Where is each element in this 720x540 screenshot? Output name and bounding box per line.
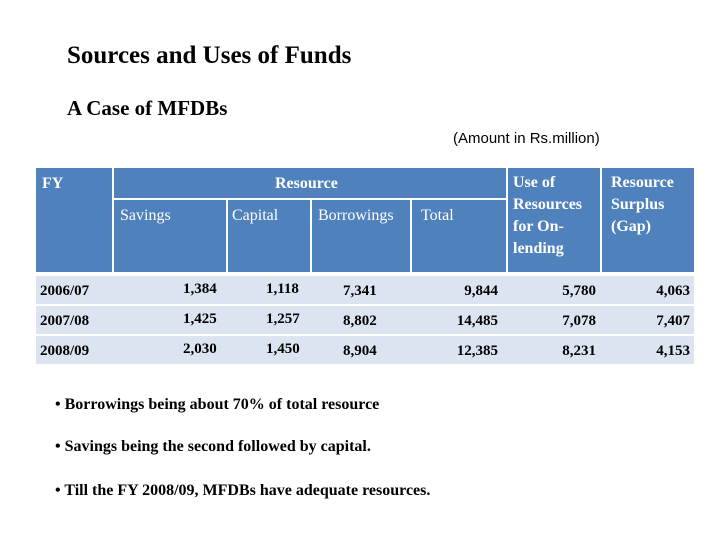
header-total: Total — [421, 207, 454, 224]
header-surplus-line: Surplus — [611, 196, 665, 213]
cell-fy: 2006/07 — [40, 283, 90, 299]
header-divider — [310, 198, 312, 272]
cell-use: 5,780 — [562, 283, 596, 299]
cell-savings: 2,030 — [183, 341, 217, 357]
header-divider — [600, 168, 602, 272]
bullet-text: Borrowings being about 70% of total reso… — [64, 396, 380, 413]
header-surplus-line: (Gap) — [611, 218, 651, 235]
header-use-line: Resources — [513, 196, 583, 213]
header-use-line: Use of — [513, 174, 556, 191]
header-use-cell — [506, 168, 600, 272]
cell-use: 7,078 — [562, 313, 596, 329]
cell-surplus: 7,407 — [656, 313, 690, 329]
cell-capital: 1,450 — [266, 341, 300, 357]
cell-capital: 1,257 — [266, 311, 300, 327]
unit-note: (Amount in Rs.million) — [453, 130, 600, 147]
cell-surplus: 4,063 — [656, 283, 690, 299]
cell-borrowings: 7,341 — [343, 283, 377, 299]
bullet-item: • Savings being the second followed by c… — [55, 438, 371, 456]
cell-fy: 2008/09 — [40, 343, 90, 359]
table-row — [36, 306, 694, 334]
bullet-text: Savings being the second followed by cap… — [64, 438, 371, 455]
header-use-line: for On- — [513, 218, 564, 235]
header-divider — [112, 168, 114, 272]
header-fy-cell — [36, 168, 112, 272]
bullet-item: • Till the FY 2008/09, MFDBs have adequa… — [55, 482, 430, 500]
page-subtitle: A Case of MFDBs — [67, 96, 228, 120]
page-title: Sources and Uses of Funds — [67, 42, 352, 69]
header-divider — [506, 168, 508, 272]
header-divider — [410, 198, 412, 272]
cell-savings: 1,425 — [183, 311, 217, 327]
bullet-item: • Borrowings being about 70% of total re… — [55, 396, 379, 414]
cell-borrowings: 8,802 — [343, 313, 377, 329]
header-subdivider — [112, 198, 506, 200]
cell-borrowings: 8,904 — [343, 343, 377, 359]
bullet-marker: • — [55, 438, 65, 455]
cell-fy: 2007/08 — [40, 313, 90, 329]
header-fy: FY — [42, 175, 64, 192]
table-row — [36, 336, 694, 364]
header-divider — [226, 198, 228, 272]
header-savings: Savings — [120, 207, 171, 224]
cell-savings: 1,384 — [183, 281, 217, 297]
header-use-line: lending — [513, 240, 564, 257]
cell-total: 14,485 — [456, 313, 498, 329]
header-surplus-cell — [600, 168, 694, 272]
header-capital: Capital — [232, 207, 279, 224]
header-resource-cell — [112, 168, 506, 272]
bullet-marker: • — [55, 396, 65, 413]
cell-total: 9,844 — [464, 283, 498, 299]
header-borrowings: Borrowings — [318, 207, 394, 224]
cell-capital: 1,118 — [266, 281, 299, 297]
bullet-text: Till the FY 2008/09, MFDBs have adequate… — [64, 482, 431, 499]
header-surplus-line: Resource — [611, 174, 674, 191]
bullet-marker: • — [55, 482, 65, 499]
table-row — [36, 276, 694, 304]
header-resource: Resource — [275, 175, 338, 192]
cell-use: 8,231 — [562, 343, 596, 359]
cell-total: 12,385 — [456, 343, 498, 359]
cell-surplus: 4,153 — [656, 343, 690, 359]
